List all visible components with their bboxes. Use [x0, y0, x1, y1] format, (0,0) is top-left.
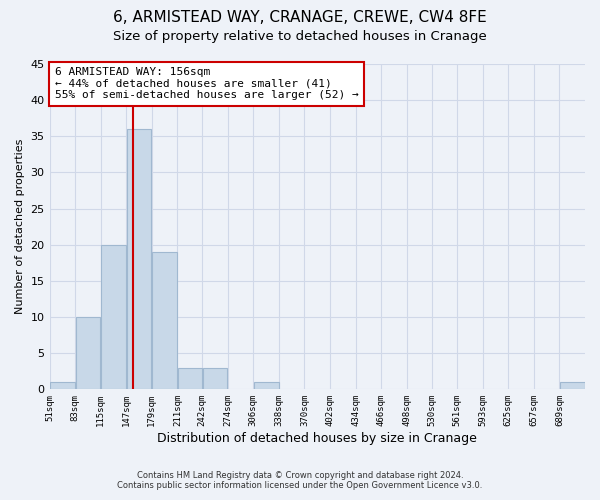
- Y-axis label: Number of detached properties: Number of detached properties: [15, 139, 25, 314]
- Bar: [101, 244, 126, 390]
- Bar: [203, 368, 227, 390]
- Bar: [560, 382, 584, 390]
- Bar: [127, 129, 151, 390]
- X-axis label: Distribution of detached houses by size in Cranage: Distribution of detached houses by size …: [157, 432, 477, 445]
- Bar: [152, 252, 177, 390]
- Bar: [50, 382, 75, 390]
- Text: Contains HM Land Registry data © Crown copyright and database right 2024.
Contai: Contains HM Land Registry data © Crown c…: [118, 470, 482, 490]
- Bar: [178, 368, 202, 390]
- Text: 6, ARMISTEAD WAY, CRANAGE, CREWE, CW4 8FE: 6, ARMISTEAD WAY, CRANAGE, CREWE, CW4 8F…: [113, 10, 487, 25]
- Text: 6 ARMISTEAD WAY: 156sqm
← 44% of detached houses are smaller (41)
55% of semi-de: 6 ARMISTEAD WAY: 156sqm ← 44% of detache…: [55, 68, 359, 100]
- Text: Size of property relative to detached houses in Cranage: Size of property relative to detached ho…: [113, 30, 487, 43]
- Bar: [254, 382, 278, 390]
- Bar: [76, 317, 100, 390]
